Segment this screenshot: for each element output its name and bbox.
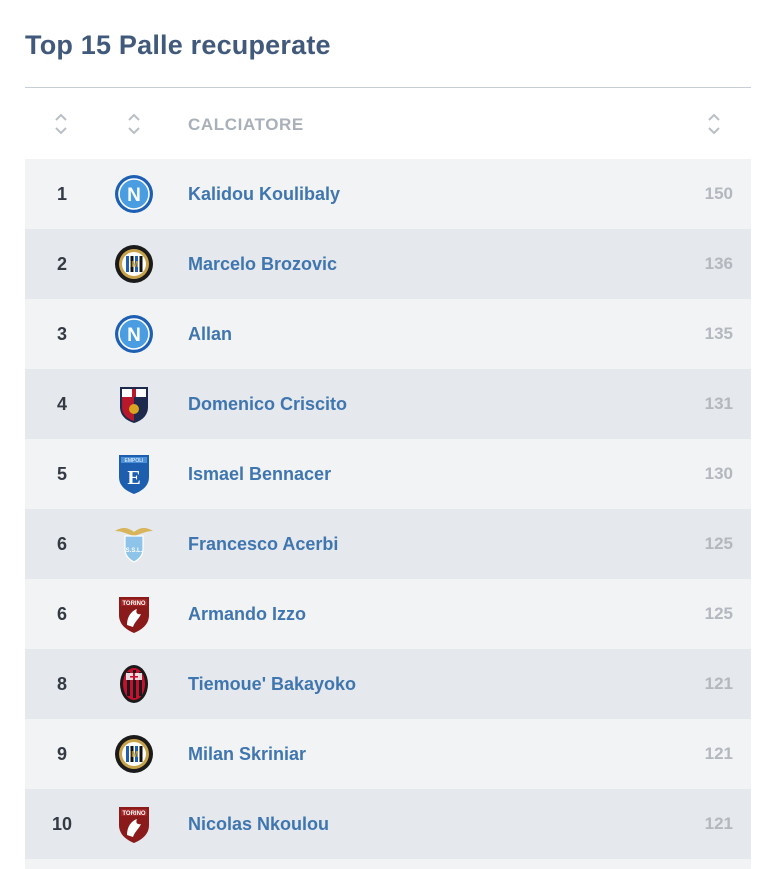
svg-text:E: E <box>127 467 140 489</box>
svg-text:EMPOLI: EMPOLI <box>125 458 144 464</box>
page-title: Top 15 Palle recuperate <box>25 30 331 60</box>
svg-text:N: N <box>127 185 141 206</box>
recoveries-value: 125 <box>704 534 733 553</box>
table-row: 3 N Allan 135 <box>25 299 751 369</box>
rank-position: 6 <box>56 534 67 554</box>
sort-team-icon[interactable] <box>127 111 141 137</box>
empoli-logo-icon: E EMPOLI <box>113 453 155 495</box>
milan-logo-icon <box>113 663 155 705</box>
player-name-link[interactable]: Nicolas Nkoulou <box>188 814 330 834</box>
player-name-link[interactable]: Domenico Criscito <box>188 394 348 414</box>
torino-logo-icon: TORINO <box>113 803 155 845</box>
table-row: 9 IM Milan Skriniar 121 <box>25 719 751 789</box>
table-row: 2 IM Marcelo Brozovic 136 <box>25 229 751 299</box>
player-name-link[interactable]: Allan <box>188 324 233 344</box>
table-row: 4 Domenico Criscito 131 <box>25 369 751 439</box>
recoveries-value: 121 <box>704 814 733 833</box>
rank-position: 4 <box>56 394 67 414</box>
table-row: 8 Tiemoue' Bakayoko 121 <box>25 649 751 719</box>
rank-position: 3 <box>56 324 67 344</box>
column-header-player[interactable]: CALCIATORE <box>188 115 304 134</box>
table-row: 1 N Kalidou Koulibaly 150 <box>25 159 751 229</box>
torino-logo-icon: TORINO <box>113 593 155 635</box>
sort-value-icon[interactable] <box>707 111 721 137</box>
rank-position: 10 <box>51 814 73 834</box>
svg-text:IM: IM <box>130 750 139 759</box>
recoveries-value: 130 <box>704 464 733 483</box>
player-name-link[interactable]: Francesco Acerbi <box>188 534 339 554</box>
rank-position: 1 <box>56 184 67 204</box>
recoveries-value: 125 <box>704 604 733 623</box>
table-row: 6 S.S.L. Francesco Acerbi 125 <box>25 509 751 579</box>
ranking-table-body: 1 N Kalidou Koulibaly 150 2 IM Marcelo B… <box>25 159 751 869</box>
inter-logo-icon: IM <box>113 733 155 775</box>
napoli-logo-icon: N <box>113 173 155 215</box>
rank-position: 9 <box>56 744 67 764</box>
player-name-link[interactable]: Marcelo Brozovic <box>188 254 338 274</box>
table-header: CALCIATORE <box>25 89 751 159</box>
table-row: 5 E EMPOLI Ismael Bennacer 130 <box>25 439 751 509</box>
napoli-logo-icon: N <box>113 313 155 355</box>
svg-text:N: N <box>127 325 141 346</box>
table-row: 6 TORINO Armando Izzo 125 <box>25 579 751 649</box>
recoveries-value: 150 <box>704 184 733 203</box>
table-row: 10 TORINO Nicolas Nkoulou 121 <box>25 789 751 859</box>
inter-logo-icon: IM <box>113 243 155 285</box>
svg-text:S.S.L.: S.S.L. <box>126 548 143 554</box>
rank-position: 2 <box>56 254 67 274</box>
rank-position: 5 <box>56 464 67 484</box>
recoveries-value: 121 <box>704 744 733 763</box>
title-divider <box>25 87 751 88</box>
svg-text:IM: IM <box>130 260 139 269</box>
genoa-logo-icon <box>113 383 155 425</box>
player-name-link[interactable]: Ismael Bennacer <box>188 464 332 484</box>
recoveries-value: 135 <box>704 324 733 343</box>
svg-text:TORINO: TORINO <box>122 601 146 607</box>
recoveries-value: 131 <box>704 394 733 413</box>
player-name-link[interactable]: Kalidou Koulibaly <box>188 184 341 204</box>
player-name-link[interactable]: Milan Skriniar <box>188 744 307 764</box>
lazio-logo-icon: S.S.L. <box>113 523 155 565</box>
svg-text:TORINO: TORINO <box>122 811 146 817</box>
recoveries-value: 121 <box>704 674 733 693</box>
rank-position: 8 <box>56 674 67 694</box>
table-row-partial <box>25 859 751 869</box>
recoveries-value: 136 <box>704 254 733 273</box>
player-name-link[interactable]: Armando Izzo <box>188 604 307 624</box>
player-name-link[interactable]: Tiemoue' Bakayoko <box>188 674 357 694</box>
rank-position: 6 <box>56 604 67 624</box>
sort-position-icon[interactable] <box>54 111 68 137</box>
